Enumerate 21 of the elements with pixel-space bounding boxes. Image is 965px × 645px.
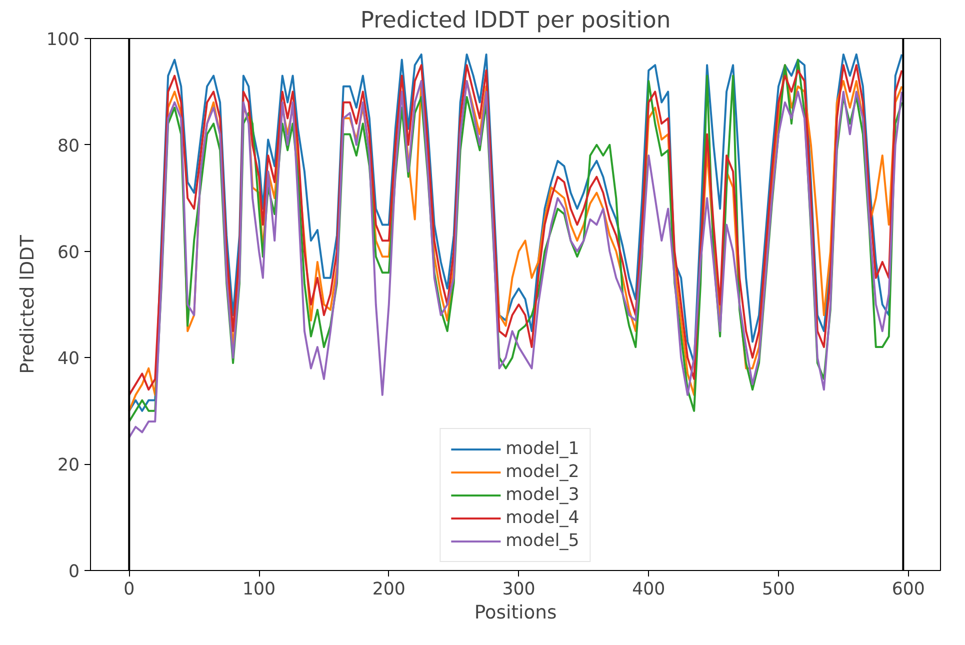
- y-tick-label: 60: [57, 242, 80, 263]
- legend-label: model_5: [506, 531, 580, 551]
- x-tick-label: 500: [762, 580, 796, 600]
- chart-title: Predicted lDDT per position: [360, 8, 671, 34]
- x-tick-label: 400: [632, 580, 666, 600]
- y-tick-label: 0: [68, 562, 80, 582]
- y-axis-title: Predicted lDDT: [17, 234, 38, 374]
- legend-label: model_4: [506, 508, 580, 528]
- x-tick-label: 0: [124, 580, 135, 600]
- legend-label: model_3: [506, 485, 580, 505]
- y-tick-label: 100: [46, 30, 80, 50]
- x-tick-label: 100: [242, 580, 276, 600]
- x-tick-label: 300: [502, 580, 536, 600]
- y-tick-label: 20: [57, 456, 80, 476]
- x-tick-label: 600: [892, 580, 925, 600]
- legend-label: model_1: [506, 439, 580, 459]
- x-tick-label: 200: [372, 580, 406, 600]
- y-tick-label: 80: [57, 136, 80, 156]
- x-axis-title: Positions: [474, 602, 557, 624]
- legend-label: model_2: [506, 462, 580, 482]
- y-tick-label: 40: [57, 349, 80, 370]
